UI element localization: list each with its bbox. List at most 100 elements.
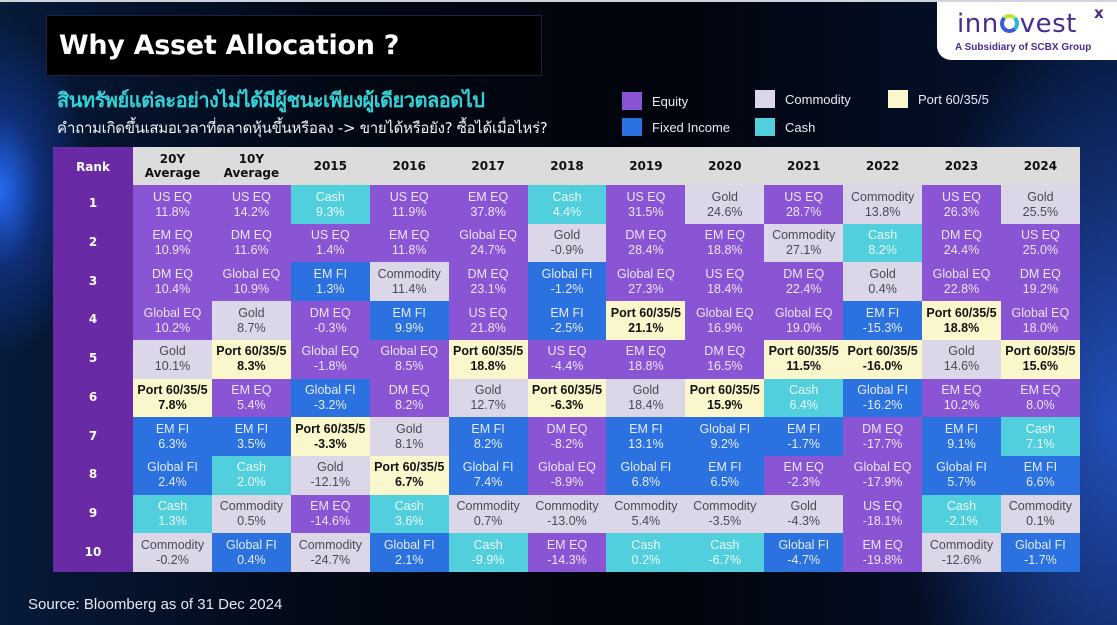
cell-asset: Global EQ — [617, 266, 675, 281]
table-cell: EM FI 6.3% — [133, 417, 212, 457]
cell-asset: Global FI — [699, 421, 751, 436]
cell-asset: Commodity — [298, 537, 362, 552]
cell-value: -0.3% — [313, 320, 347, 335]
column-header: 2021 — [764, 147, 844, 185]
cell-asset: Port 60/35/5 — [768, 344, 839, 359]
cell-value: 31.5% — [628, 204, 664, 219]
legend-label: Port 60/35/5 — [918, 91, 989, 107]
cell-asset: EM EQ — [231, 383, 272, 397]
cell-value: 10.2% — [943, 398, 980, 412]
cell-asset: EM FI — [944, 421, 979, 436]
table-cell: Gold 18.4% — [606, 378, 686, 418]
cell-asset: Commodity — [772, 228, 836, 243]
cell-asset: Cash — [789, 383, 819, 397]
table-cell: Global FI 0.4% — [211, 533, 291, 573]
cell-asset: Commodity — [929, 537, 994, 552]
cell-value: 27.3% — [628, 281, 664, 296]
table-cell: EM FI 8.2% — [448, 417, 528, 457]
cell-value: -19.8% — [862, 552, 903, 567]
cell-asset: Global EQ — [774, 305, 833, 320]
table-cell: Global EQ 10.9% — [211, 262, 291, 302]
table-cell: DM EQ 16.5% — [685, 339, 765, 379]
asset-ranking-table: Rank 1 2 3 4 5 6 7 8 9 10 20Y Average US EQ 11.8% EM… — [53, 147, 1080, 573]
cell-value: 3.5% — [237, 436, 266, 451]
table-cell: Global EQ 22.8% — [922, 262, 1001, 302]
cell-value: 9.3% — [316, 204, 345, 219]
legend-label: Fixed Income — [652, 119, 731, 135]
cell-asset: Cash — [394, 499, 424, 514]
table-cell: Port 60/35/5 21.1% — [606, 301, 686, 341]
table-cell: US EQ 11.8% — [133, 185, 212, 224]
table-cell: Global EQ 19.0% — [764, 301, 844, 341]
table-cell: Cash 2.0% — [211, 455, 291, 495]
cell-value: -12.6% — [941, 552, 982, 567]
legend-item-commodity: Commodity — [755, 90, 851, 108]
table-cell: EM EQ -14.3% — [527, 533, 607, 573]
table-cell: Port 60/35/5 11.5% — [764, 339, 844, 379]
cell-asset: EM EQ — [783, 460, 824, 475]
table-cell: US EQ 31.5% — [606, 185, 686, 224]
cell-value: 8.2% — [394, 398, 424, 412]
cell-value: 0.4% — [868, 281, 897, 296]
cell-value: -9.9% — [471, 552, 505, 567]
cell-asset: DM EQ — [704, 344, 746, 359]
cell-value: -2.5% — [550, 320, 584, 335]
table-cell: Gold 12.7% — [448, 378, 528, 418]
cell-asset: Global FI — [620, 460, 672, 475]
table-cell: EM EQ -14.6% — [290, 494, 370, 534]
legend-swatch-fixed-income — [622, 118, 642, 136]
cell-value: -17.7% — [862, 436, 903, 451]
table-cell: Gold 25.5% — [1000, 185, 1080, 224]
column-header: 2019 — [606, 147, 686, 185]
legend-swatch-equity — [622, 92, 642, 110]
table-cell: EM EQ -2.3% — [764, 455, 844, 495]
table-cell: Port 60/35/5 7.8% — [133, 378, 212, 418]
cell-asset: DM EQ — [467, 266, 509, 281]
cell-value: 6.5% — [710, 475, 740, 490]
cell-value: 0.5% — [237, 514, 266, 529]
table-cell: Cash 0.2% — [606, 533, 686, 573]
cell-asset: Gold — [238, 305, 265, 320]
logo-word-post: vest — [1019, 9, 1077, 39]
table-cell: US EQ -4.4% — [527, 339, 607, 379]
cell-value: 11.8% — [155, 204, 190, 219]
cell-asset: EM FI — [629, 421, 663, 436]
table-cell: Port 60/35/5 -6.3% — [527, 378, 607, 418]
table-cell: Cash -6.7% — [685, 533, 765, 573]
cell-asset: Commodity — [377, 266, 441, 281]
rank-label: 9 — [88, 505, 98, 520]
cell-asset: Gold — [869, 266, 896, 281]
table-cell: Global FI 2.1% — [369, 533, 449, 573]
cell-asset: EM FI — [787, 421, 821, 436]
cell-asset: DM EQ — [1019, 266, 1061, 281]
legend-item-equity: Equity — [622, 92, 688, 110]
table-cell: US EQ 1.4% — [290, 223, 370, 263]
table-cell: Global EQ -8.9% — [527, 455, 607, 495]
cell-value: 37.8% — [470, 204, 506, 219]
cell-asset: Global EQ — [380, 344, 439, 359]
cell-value: 0.4% — [237, 552, 266, 567]
cell-asset: DM EQ — [941, 228, 982, 243]
cell-value: -1.2% — [550, 281, 584, 296]
cell-value: 18.8% — [707, 243, 743, 258]
table-cell: EM FI 6.5% — [685, 455, 765, 495]
cell-asset: Global EQ — [1011, 305, 1070, 320]
cell-asset: Global FI — [778, 537, 830, 552]
cell-asset: Gold — [395, 421, 423, 436]
rank-label: 4 — [88, 312, 98, 327]
cell-value: 19.2% — [1022, 281, 1059, 296]
cell-asset: EM EQ — [704, 228, 745, 243]
table-cell: Global EQ 24.7% — [448, 223, 528, 263]
table-cell: EM FI 13.1% — [606, 417, 686, 457]
cell-value: 28.4% — [628, 243, 664, 258]
table-cell: US EQ 21.8% — [448, 301, 528, 341]
cell-value: 21.1% — [628, 320, 664, 335]
table-cell: Port 60/35/5 15.9% — [685, 378, 765, 418]
cell-asset: Global EQ — [853, 460, 912, 475]
table-cell: Cash 9.3% — [290, 185, 370, 224]
table-cell: Cash 1.3% — [133, 494, 212, 534]
cell-value: 18.8% — [628, 359, 664, 374]
rank-label: 1 — [88, 196, 98, 211]
logo-wordmark: inn vest — [957, 9, 1077, 39]
cell-asset: EM EQ — [941, 383, 982, 397]
